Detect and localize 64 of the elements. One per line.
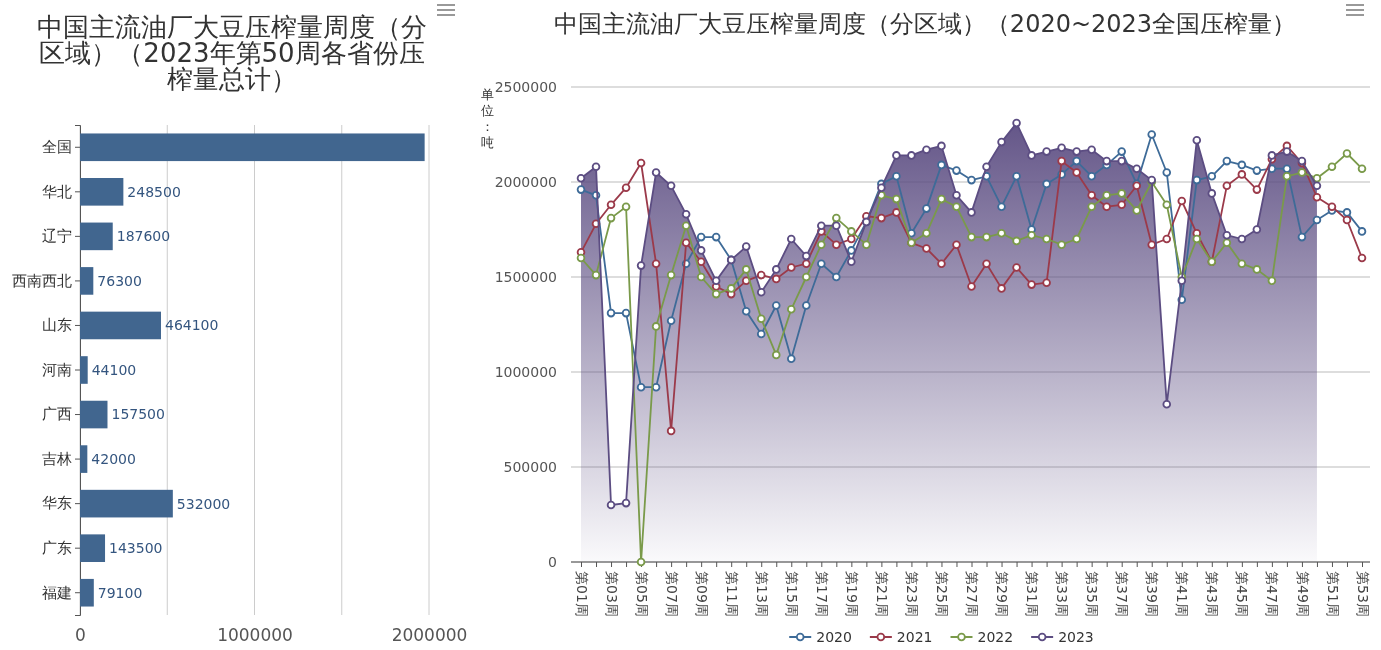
x-tick-label: 第37周 <box>1114 571 1131 617</box>
legend-label: 2021 <box>896 628 933 645</box>
data-label: 157500 <box>111 406 165 423</box>
x-tick-label: 2000000 <box>391 625 468 646</box>
y-tick-label: 2000000 <box>494 173 557 190</box>
x-tick-label: 第17周 <box>813 571 830 617</box>
x-tick-label: 第09周 <box>693 571 710 617</box>
legend-label: 2022 <box>977 628 1014 645</box>
x-tick-label: 第41周 <box>1174 571 1191 617</box>
x-tick-label: 第39周 <box>1144 571 1161 617</box>
y-tick-label: 1500000 <box>494 268 557 285</box>
y-tick-label: 山东 <box>42 316 72 335</box>
x-tick-label: 第27周 <box>964 571 981 617</box>
data-label: 44100 <box>91 361 137 378</box>
x-tick-label: 第53周 <box>1354 571 1371 617</box>
x-tick-label: 第31周 <box>1024 571 1041 617</box>
y-tick-label: 华东 <box>42 494 72 513</box>
x-tick-label: 1000000 <box>217 625 293 646</box>
y-tick-label: 500000 <box>503 458 557 475</box>
x-tick-label: 第11周 <box>723 571 740 617</box>
y-tick-label: 全国 <box>42 138 72 157</box>
x-tick-label: 第43周 <box>1204 571 1221 617</box>
data-label: 76300 <box>97 272 142 289</box>
chart-title: 中国主流油厂大豆压榨量周度（分区域）（2020~2023全国压榨量） <box>553 10 1297 38</box>
x-tick-label: 第25周 <box>934 571 951 617</box>
x-tick-label: 第47周 <box>1264 571 1281 617</box>
data-label: 532000 <box>176 495 231 512</box>
legend-label: 2020 <box>816 628 852 645</box>
data-label: 248500 <box>127 183 181 200</box>
x-tick-label: 第29周 <box>994 571 1011 617</box>
y-tick-label: 2500000 <box>494 78 557 95</box>
x-tick-label: 第51周 <box>1324 571 1341 617</box>
x-tick-label: 第49周 <box>1294 571 1311 617</box>
y-tick-label: 1000000 <box>494 363 557 380</box>
x-tick-label: 第13周 <box>753 571 770 617</box>
x-tick-label: 第23周 <box>904 571 921 617</box>
x-tick-label: 第03周 <box>603 571 620 617</box>
data-label: 187600 <box>116 228 171 245</box>
chart-title: 中国主流油厂大豆压榨量周度（分区域）（2023年第50周各省份压榨量总计） <box>37 12 427 94</box>
y-tick-label: 西南西北 <box>12 271 72 290</box>
y-tick-label: 辽宁 <box>42 227 72 246</box>
y-tick-label: 广西 <box>42 405 72 424</box>
x-tick-label: 第21周 <box>873 571 890 617</box>
x-tick-label: 第07周 <box>663 571 680 617</box>
x-tick-label: 第01周 <box>573 571 590 617</box>
y-tick-label: 河南 <box>42 360 72 379</box>
y-tick-label: 福建 <box>42 583 72 602</box>
x-tick-label: 第35周 <box>1084 571 1101 617</box>
x-tick-label: 第45周 <box>1234 571 1251 617</box>
data-label: 143500 <box>109 540 163 557</box>
x-tick-label: 第19周 <box>843 571 860 617</box>
data-label: 464100 <box>164 317 219 334</box>
x-tick-label: 0 <box>75 625 86 646</box>
y-axis-title: 单位：吨 <box>480 87 494 150</box>
y-tick-label: 广东 <box>42 538 72 557</box>
y-tick-label: 0 <box>548 553 557 570</box>
y-tick-label: 华北 <box>42 182 72 201</box>
x-tick-label: 第15周 <box>783 571 800 617</box>
x-tick-label: 第33周 <box>1054 571 1071 617</box>
data-label: 42000 <box>91 450 136 467</box>
y-tick-label: 吉林 <box>42 449 72 468</box>
data-label: 79100 <box>97 584 143 601</box>
legend-label: 2023 <box>1058 628 1094 645</box>
x-tick-label: 第05周 <box>633 571 650 617</box>
